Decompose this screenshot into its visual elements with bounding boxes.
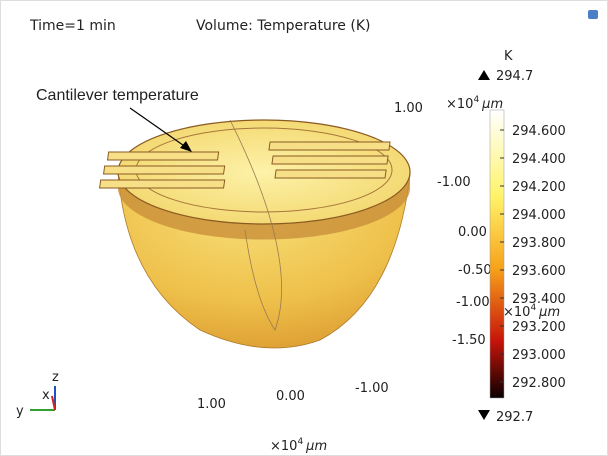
- time-label: Time=1 min: [29, 18, 116, 34]
- scale-exp: 4: [530, 303, 536, 313]
- colorbar-tick-label: 293.200: [512, 320, 566, 335]
- colorbar-tick-label: 293.000: [512, 348, 566, 363]
- colorbar-tick-label: 294.000: [512, 208, 566, 223]
- axis-label: -1.00: [437, 175, 471, 190]
- axis-scale: ×104 μm: [446, 95, 503, 112]
- annotation-arrow: [129, 107, 191, 151]
- colorbar-min: 292.7: [496, 410, 533, 425]
- view-icon[interactable]: [588, 10, 598, 19]
- scale-exp: 4: [297, 437, 303, 447]
- colorbar-tick-label: 294.600: [512, 124, 566, 139]
- colorbar-max: 294.7: [496, 69, 533, 84]
- colorbar-tick-label: 293.600: [512, 264, 566, 279]
- plot-title: Volume: Temperature (K): [196, 18, 370, 34]
- colorbar-tick-label: 294.200: [512, 180, 566, 195]
- axis-label: -0.50: [458, 263, 492, 278]
- axis-label: 0.00: [458, 225, 487, 240]
- colorbar-tick-label: 294.400: [512, 152, 566, 167]
- colorbar-ticks: 294.600 294.400 294.200 294.000 293.800 293.6…: [500, 124, 566, 391]
- axis-scale: ×104 μm: [270, 437, 327, 454]
- scale-base: ×10: [270, 439, 297, 454]
- axis-label: 1.00: [197, 397, 226, 412]
- axis-scale: ×104 μm: [503, 303, 560, 320]
- min-marker: [478, 410, 490, 420]
- triad-x: x: [42, 388, 50, 403]
- max-marker: [478, 70, 490, 80]
- colorbar-tick-label: 293.800: [512, 236, 566, 251]
- axis-triad: z x y: [16, 370, 59, 419]
- scale-base: ×10: [446, 97, 473, 112]
- axis-label: 0.00: [276, 389, 305, 404]
- colorbar-tick-label: 292.800: [512, 376, 566, 391]
- model: [99, 119, 411, 349]
- triad-z: z: [52, 370, 59, 385]
- axis-label: -1.00: [456, 295, 490, 310]
- triad-y: y: [16, 404, 24, 419]
- axis-labels: 1.00 -1.00 0.00 -0.50 -1.00 -1.50 1.00 0…: [197, 95, 560, 454]
- colorbar-tick-label: 293.400: [512, 292, 566, 307]
- annotation: Cantilever temperature: [36, 87, 199, 104]
- axis-label: -1.00: [355, 381, 389, 396]
- axis-label: -1.50: [452, 333, 486, 348]
- axis-label: 1.00: [394, 101, 423, 116]
- scale-exp: 4: [473, 95, 479, 105]
- colorbar: [489, 109, 505, 399]
- scale-unit: μm: [538, 305, 560, 320]
- scale-base: ×10: [503, 305, 530, 320]
- colorbar-unit: K: [504, 49, 513, 64]
- scale-unit: μm: [305, 439, 327, 454]
- scale-unit: μm: [481, 97, 503, 112]
